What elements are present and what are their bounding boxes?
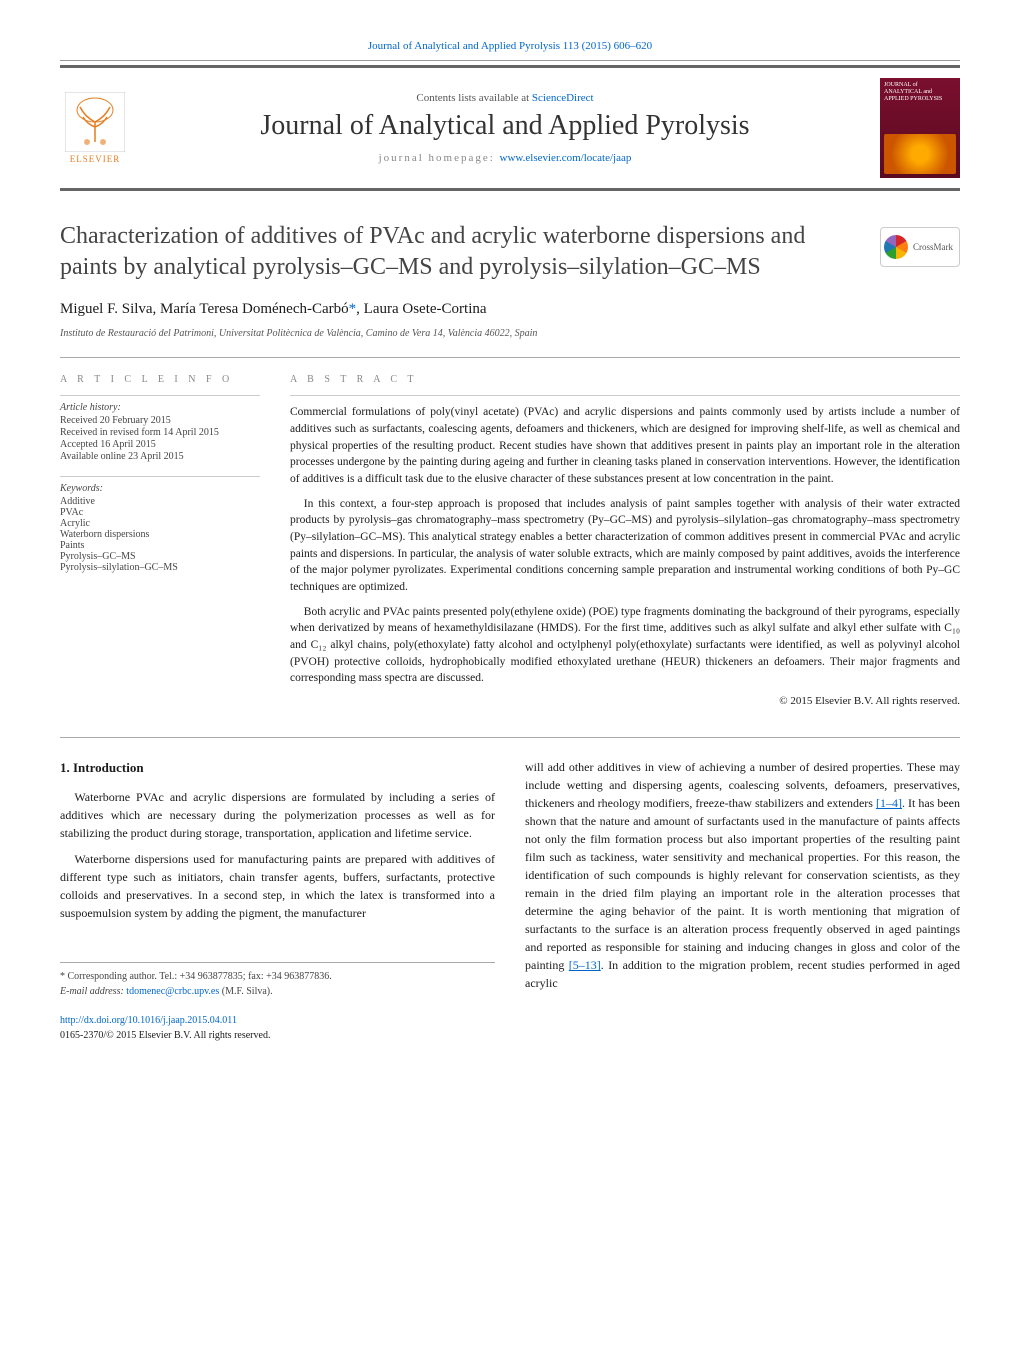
reference-link[interactable]: [5–13] — [569, 958, 601, 972]
body-para: Waterborne PVAc and acrylic dispersions … — [60, 788, 495, 842]
email-link[interactable]: tdomenec@crbc.upv.es — [126, 986, 219, 997]
keyword: Pyrolysis–silylation–GC–MS — [60, 562, 260, 573]
cover-line: ANALYTICAL and — [884, 89, 956, 96]
body-text-run: . It has been shown that the nature and … — [525, 796, 960, 972]
body-para: Waterborne dispersions used for manufact… — [60, 850, 495, 922]
keyword: Pyrolysis–GC–MS — [60, 551, 260, 562]
email-label: E-mail address: — [60, 986, 126, 997]
abstract-para: Commercial formulations of poly(vinyl ac… — [290, 404, 960, 487]
journal-homepage-line: journal homepage: www.elsevier.com/locat… — [130, 152, 880, 164]
issn-copyright: 0165-2370/© 2015 Elsevier B.V. All right… — [60, 1028, 495, 1043]
homepage-prefix: journal homepage: — [379, 152, 500, 164]
history-label: Article history: — [60, 402, 260, 413]
body-column-left: 1. Introduction Waterborne PVAc and acry… — [60, 758, 495, 1043]
sciencedirect-link[interactable]: ScienceDirect — [532, 92, 594, 104]
running-header: Journal of Analytical and Applied Pyroly… — [60, 40, 960, 52]
tree-icon — [65, 92, 125, 152]
elsevier-label: ELSEVIER — [70, 154, 121, 164]
abstract-block: A B S T R A C T Commercial formulations … — [290, 374, 960, 707]
reference-link[interactable]: [1–4] — [876, 796, 902, 810]
email-attribution: (M.F. Silva). — [219, 986, 272, 997]
history-received: Received 20 February 2015 — [60, 415, 260, 426]
cover-art — [884, 134, 956, 174]
history-revised: Received in revised form 14 April 2015 — [60, 427, 260, 438]
cover-line: JOURNAL of — [884, 82, 956, 89]
contents-line: Contents lists available at ScienceDirec… — [130, 92, 880, 104]
article-title: Characterization of additives of PVAc an… — [60, 221, 960, 283]
journal-header: ELSEVIER Contents lists available at Sci… — [60, 65, 960, 191]
crossmark-badge[interactable]: CrossMark — [880, 227, 960, 267]
journal-homepage-link[interactable]: www.elsevier.com/locate/jaap — [500, 152, 632, 164]
abstract-copyright: © 2015 Elsevier B.V. All rights reserved… — [290, 695, 960, 707]
affiliation: Instituto de Restauració del Patrimoni, … — [60, 328, 960, 339]
cover-line: APPLIED PYROLYSIS — [884, 96, 956, 103]
keyword: Waterborn dispersions — [60, 529, 260, 540]
section-heading: 1. Introduction — [60, 758, 495, 778]
abstract-para: Both acrylic and PVAc paints presented p… — [290, 604, 960, 687]
doi-block: http://dx.doi.org/10.1016/j.jaap.2015.04… — [60, 1013, 495, 1043]
author-names-lead: Miguel F. Silva, María Teresa Doménech-C… — [60, 301, 349, 317]
article-info-heading: A R T I C L E I N F O — [60, 374, 260, 385]
doi-link[interactable]: http://dx.doi.org/10.1016/j.jaap.2015.04… — [60, 1015, 237, 1026]
keyword: Acrylic — [60, 518, 260, 529]
header-center: Contents lists available at ScienceDirec… — [130, 92, 880, 164]
article-info-sidebar: A R T I C L E I N F O Article history: R… — [60, 374, 260, 707]
body-text: 1. Introduction Waterborne PVAc and acry… — [60, 737, 960, 1043]
keyword: Additive — [60, 496, 260, 507]
history-accepted: Accepted 16 April 2015 — [60, 439, 260, 450]
keywords-label: Keywords: — [60, 483, 260, 494]
body-column-right: will add other additives in view of achi… — [525, 758, 960, 1043]
body-para: will add other additives in view of achi… — [525, 758, 960, 992]
corresponding-author-footnote: * Corresponding author. Tel.: +34 963877… — [60, 969, 495, 984]
journal-title: Journal of Analytical and Applied Pyroly… — [130, 110, 880, 142]
divider — [60, 60, 960, 61]
crossmark-label: CrossMark — [913, 242, 953, 252]
elsevier-logo: ELSEVIER — [60, 88, 130, 168]
contents-prefix: Contents lists available at — [416, 92, 531, 104]
abstract-heading: A B S T R A C T — [290, 374, 960, 385]
keyword: Paints — [60, 540, 260, 551]
keyword: PVAc — [60, 507, 260, 518]
footnote-block: * Corresponding author. Tel.: +34 963877… — [60, 962, 495, 999]
author-list: Miguel F. Silva, María Teresa Doménech-C… — [60, 301, 960, 318]
author-names-tail: , Laura Osete-Cortina — [356, 301, 486, 317]
journal-cover-thumbnail: JOURNAL of ANALYTICAL and APPLIED PYROLY… — [880, 78, 960, 178]
abstract-para: In this context, a four-step approach is… — [290, 496, 960, 596]
history-available: Available online 23 April 2015 — [60, 451, 260, 462]
crossmark-icon — [884, 235, 908, 259]
